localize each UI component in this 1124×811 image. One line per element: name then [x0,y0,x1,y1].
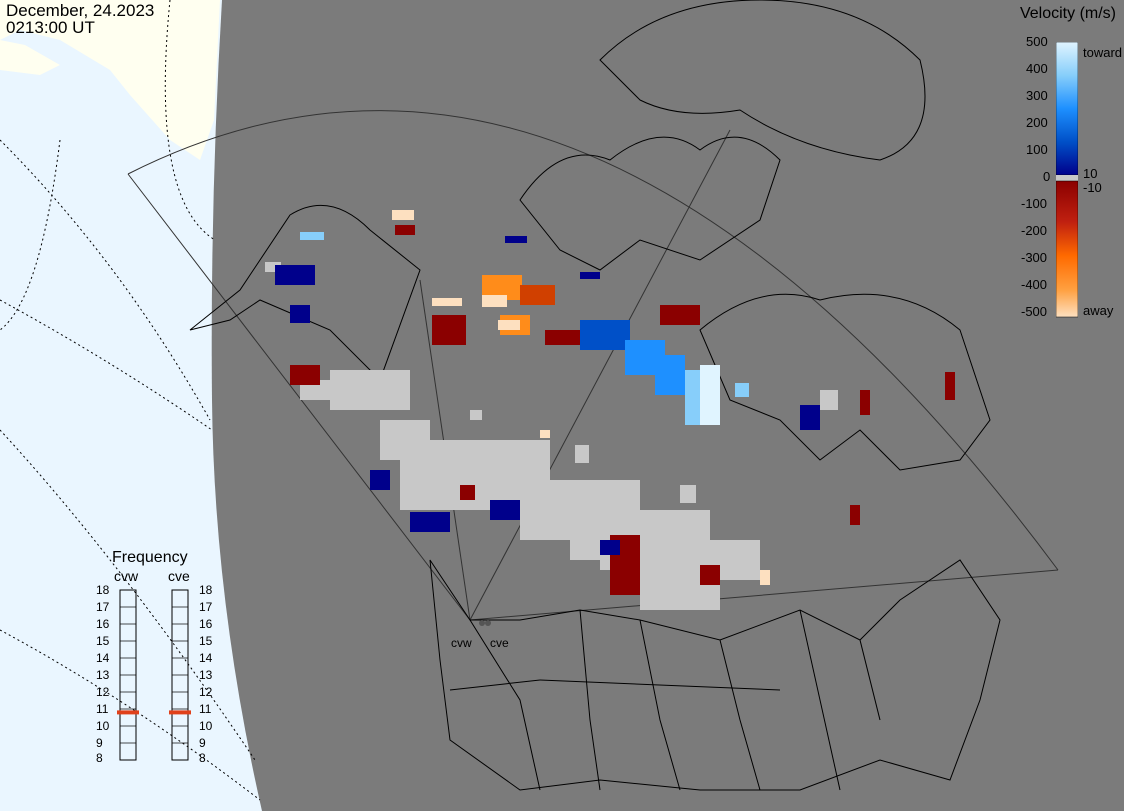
velocity-cell [460,485,475,500]
velocity-cell [680,485,696,503]
velocity-cell [505,236,527,243]
velocity-cell [380,420,430,460]
frequency-scale-label: 13 [199,668,213,682]
frequency-scale-label: 11 [199,702,212,716]
graticule [0,0,261,801]
velocity-cell [850,505,860,525]
velocity-colorbar [1056,42,1078,318]
velocity-cell [700,565,720,585]
coastlines [189,0,1001,791]
velocity-cell [395,225,415,235]
velocity-cell [580,320,630,350]
frequency-scale-label: 18 [96,583,110,597]
frequency-scale-label: 12 [96,685,110,699]
colorbar-tick-label: 200 [1026,115,1048,130]
velocity-cell [290,365,320,385]
frequency-panel [117,589,191,761]
frequency-scale-label: 12 [199,685,213,699]
velocity-cell [760,570,770,585]
velocity-cell [482,295,507,307]
velocity-cell [735,383,749,397]
night-shade [211,0,1124,811]
frequency-title: Frequency [112,549,188,566]
frequency-marker-cvw [117,710,139,715]
frequency-scale-label: 8 [199,751,206,765]
velocity-cell [660,305,700,325]
velocity-cell [490,500,520,520]
date-label: December, 24.2023 [6,1,155,20]
colorbar-tick-label: -10 [1083,180,1102,195]
land-area [0,0,220,160]
frequency-scale-label: 10 [96,719,110,733]
velocity-cell [580,272,600,279]
radar-site-cve [485,620,491,626]
frequency-scale-label: 13 [96,668,110,682]
colorbar-tick-label: -200 [1021,223,1048,238]
velocity-cell [945,372,955,400]
velocity-cell [300,232,324,240]
frequency-scale-label: 11 [96,702,109,716]
colorbar-tick-label: 400 [1026,61,1048,76]
radar-site-cvw [479,620,485,626]
colorbar-tick-label: -100 [1021,196,1048,211]
frequency-scale-label: 14 [199,651,213,665]
velocity-cell [392,210,414,220]
velocity-cell [520,285,555,305]
colorbar-tick-label: -300 [1021,250,1048,265]
freq-radar-cve: cve [168,568,190,584]
colorbar-tick-label: -400 [1021,277,1048,292]
scatter-layer [265,210,955,610]
velocity-cell [498,320,520,330]
frequency-marker-cve [169,710,191,715]
frequency-scale-label: 16 [96,617,110,631]
velocity-cell [540,430,550,438]
velocity-cell [545,330,585,345]
velocity-cell [820,390,838,410]
velocity-cell [700,365,720,425]
colorbar-tick-label: 10 [1083,166,1098,181]
velocity-cell [290,305,310,323]
frequency-scale-label: 15 [96,634,110,648]
colorbar-tick-label: -500 [1021,304,1048,319]
velocity-cell [575,445,589,463]
colorbar-tick-label: 300 [1026,88,1048,103]
away-label: away [1083,303,1114,318]
frequency-scale-label: 14 [96,651,110,665]
velocity-cell [275,265,315,285]
velocity-cell [800,405,820,430]
frequency-scale-label: 9 [96,736,103,750]
frequency-scale-label: 18 [199,583,213,597]
velocity-cell [265,262,281,272]
velocity-cell [370,470,390,490]
velocity-cell [410,512,450,532]
colorbar-tick-label: 0 [1043,169,1051,184]
frequency-scale-label: 9 [199,736,206,750]
toward-label: toward [1083,45,1123,60]
frequency-scale-label: 17 [199,600,213,614]
velocity-cell [600,540,620,555]
frequency-scale-label: 10 [199,719,213,733]
velocity-cell [860,390,870,415]
radar-label-cve: cve [490,636,509,650]
colorbar-tick-label: 100 [1026,142,1048,157]
radar-label-cvw: cvw [451,636,472,650]
frequency-scale-label: 15 [199,634,213,648]
velocity-cell [432,315,466,345]
velocity-cell [470,410,482,420]
velocity-cell [655,355,685,395]
frequency-scale-label: 17 [96,600,110,614]
time-label: 0213:00 UT [6,18,95,37]
land-area-west [0,40,60,75]
legend-title: Velocity (m/s) [1019,5,1116,22]
frequency-scale-label: 8 [96,751,103,765]
frequency-scale-label: 16 [199,617,213,631]
freq-radar-cvw: cvw [114,568,139,584]
velocity-cell [432,298,462,306]
colorbar-tick-label: 500 [1026,34,1048,49]
